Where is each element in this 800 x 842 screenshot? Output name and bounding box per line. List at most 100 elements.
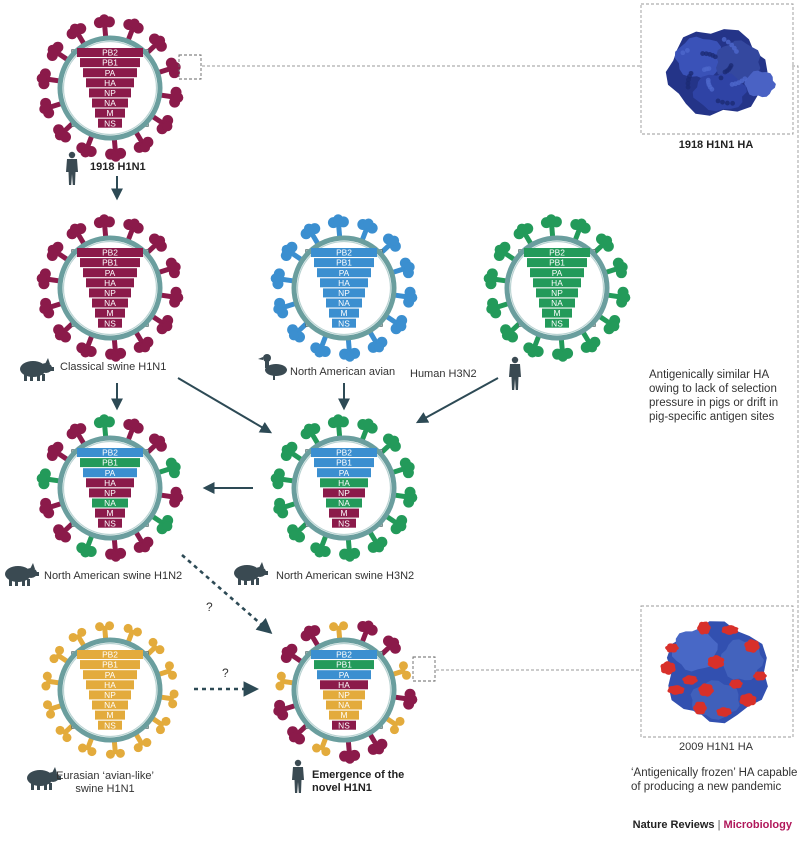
spike-head [99, 14, 110, 25]
antigen-site [753, 671, 767, 681]
virus-inner-membrane [62, 240, 158, 336]
rna-segment-na [539, 298, 575, 308]
spike-head [602, 235, 613, 246]
question-mark-diagonal: ? [206, 600, 213, 614]
rna-segment-label: M [341, 308, 348, 318]
spike-head [77, 627, 87, 637]
protein-lobe [744, 70, 776, 98]
rna-segment-pb1 [80, 58, 140, 68]
rna-segment-pa [317, 468, 371, 478]
spike-head [36, 73, 47, 84]
spike-head [69, 423, 80, 434]
spike-head [275, 681, 285, 691]
ha-highlight-box [412, 656, 436, 682]
label-eurasian-swine: Eurasian ‘avian-like’ swine H1N1 [40, 770, 170, 796]
rna-segment-label: NP [104, 690, 116, 700]
antigen-site [693, 701, 707, 715]
rna-segment-label: PB2 [102, 248, 118, 258]
protein-2009-ha [660, 621, 768, 724]
spike-head [288, 732, 299, 743]
rna-segment-label: NP [338, 690, 350, 700]
spike-head [273, 705, 284, 716]
rna-segment-pb1 [80, 660, 140, 670]
antigen-site [697, 621, 711, 635]
protein-box-2009 [640, 605, 794, 738]
virus-inner-membrane [296, 240, 392, 336]
spike-head [55, 725, 65, 735]
journal-section: Microbiology [723, 819, 792, 831]
rna-segment-label: PB1 [549, 258, 565, 268]
rna-segment-ha [320, 478, 368, 488]
spike-head [49, 654, 59, 664]
surface-texture [709, 86, 715, 92]
rna-segment-label: PA [105, 68, 116, 78]
label-eurasian-line2: swine H1N1 [75, 783, 135, 795]
pig-icon [5, 563, 39, 586]
spike-head [363, 218, 374, 229]
connector-bracket [792, 65, 799, 671]
spike-head [167, 670, 177, 680]
spike-head [344, 551, 355, 562]
rna-segment-ha [320, 680, 368, 690]
spike-head [169, 689, 179, 699]
rna-segment-m [95, 508, 125, 518]
rna-segment-label: NA [104, 298, 116, 308]
rna-segment-label: PB1 [336, 458, 352, 468]
rna-segment-pb2 [77, 650, 143, 659]
spike-head [78, 743, 88, 753]
rna-segment-label: NS [104, 118, 116, 128]
spike-head [87, 747, 97, 757]
rna-segment-label: NP [104, 288, 116, 298]
spike-head [36, 273, 47, 284]
antigen-site [729, 679, 743, 689]
rna-segment-label: PB2 [549, 248, 565, 258]
spike-head [36, 473, 47, 484]
antigen-site [739, 693, 757, 707]
protein-box-1918 [640, 3, 794, 135]
rna-segment-pb1 [314, 258, 374, 268]
spike-head [155, 235, 166, 246]
spike-head [110, 551, 121, 562]
rna-segment-label: NS [104, 318, 116, 328]
spike-head [46, 709, 56, 719]
spike-head [168, 699, 178, 709]
rna-segment-label: HA [104, 278, 116, 288]
spike-head [140, 542, 151, 553]
spike-head [333, 414, 344, 425]
rna-segment-pa [83, 468, 137, 478]
rna-segment-m [95, 710, 125, 720]
rna-segment-na [92, 498, 128, 508]
antigen-site [665, 643, 679, 653]
question-mark-horizontal: ? [222, 666, 229, 680]
note-similar-line: pig-specific antigen sites [649, 411, 775, 423]
surface-texture [684, 48, 690, 53]
spike-head [363, 620, 374, 631]
spike-head [344, 351, 355, 362]
rna-segment-label: NA [104, 98, 116, 108]
note-frozen-line: ‘Antigenically frozen’ HA capable [631, 767, 798, 779]
journal-name: Nature Reviews [632, 819, 715, 831]
note-similar-line: owing to lack of selection [649, 383, 777, 395]
rna-segment-na [92, 298, 128, 308]
surface-texture [703, 51, 709, 57]
arrow-classical-to-h3n2 [177, 377, 273, 434]
rna-segment-label: PA [105, 670, 116, 680]
spike-head [80, 147, 91, 158]
rna-segment-label: HA [338, 478, 350, 488]
rna-segment-ns [332, 318, 356, 328]
spike-head [363, 418, 374, 429]
surface-texture [729, 42, 735, 48]
rna-segment-label: NA [338, 298, 350, 308]
label-human-h3n2: Human H3N2 [410, 368, 477, 380]
rna-segment-ha [86, 278, 134, 288]
rna-segment-label: PA [339, 268, 350, 278]
spike-head [142, 738, 152, 748]
spike-head [303, 625, 314, 636]
duck-icon [258, 354, 287, 380]
surface-texture [730, 100, 735, 106]
surface-texture [728, 63, 734, 68]
spike-head [68, 632, 78, 642]
spike-head [55, 645, 65, 655]
